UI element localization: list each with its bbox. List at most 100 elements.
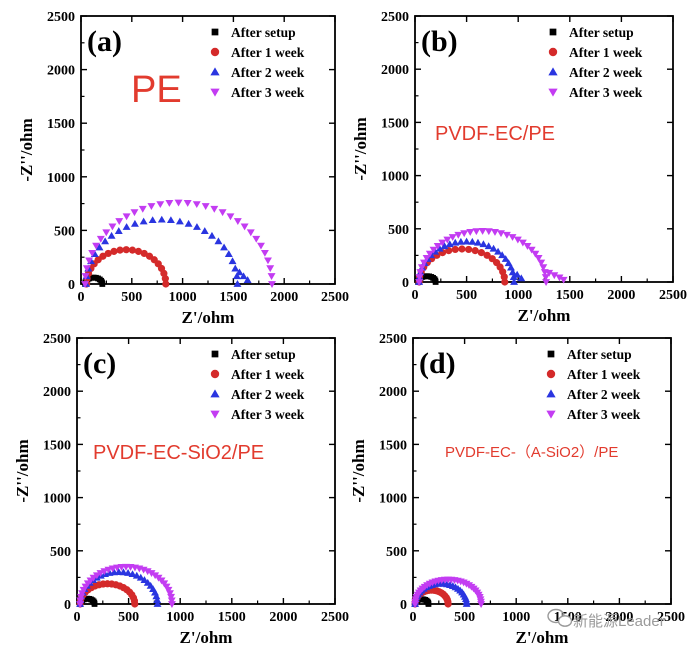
legend-marker	[210, 369, 220, 379]
data-point	[484, 228, 493, 236]
x-tick-label: 500	[121, 290, 142, 305]
x-tick-label: 2000	[605, 610, 633, 625]
data-point	[513, 270, 522, 278]
data-point	[224, 250, 233, 257]
data-point	[114, 227, 123, 234]
data-point	[82, 265, 91, 273]
y-tick-label: 500	[54, 224, 75, 239]
legend-label: After 2 week	[567, 387, 641, 402]
x-tick-label: 2000	[270, 290, 298, 305]
data-point	[116, 246, 124, 254]
y-tick-label: 500	[388, 223, 409, 238]
watermark-text: 新能源Leader	[573, 613, 665, 630]
legend-marker	[546, 410, 556, 419]
data-point	[252, 235, 261, 243]
legend-marker	[549, 28, 557, 36]
legend-marker	[210, 47, 220, 57]
data-point	[96, 235, 105, 243]
data-point	[128, 570, 137, 578]
data-point	[192, 201, 201, 209]
data-point	[527, 246, 536, 254]
data-point	[494, 247, 503, 255]
data-point	[484, 242, 493, 250]
x-tick-label: 2000	[607, 288, 635, 303]
data-point	[96, 570, 105, 577]
data-point	[425, 250, 434, 258]
data-point	[147, 570, 156, 577]
panel-label: (d)	[419, 347, 456, 380]
data-point	[268, 281, 276, 288]
data-point	[474, 238, 482, 246]
data-point	[132, 571, 141, 579]
panel-label: (c)	[83, 347, 116, 380]
data-point	[140, 249, 148, 258]
data-point	[501, 255, 510, 262]
legend-marker	[210, 389, 220, 398]
data-point	[456, 237, 465, 245]
y-axis-title: -Z''/ohm	[17, 118, 36, 181]
data-point	[468, 237, 477, 245]
legend-label: After 3 week	[231, 85, 305, 100]
panel-b: 00 500 500 1000 1000 1500 1500 2000 2000 2500 2500…	[351, 10, 687, 325]
data-point	[491, 229, 499, 236]
data-point	[218, 209, 227, 217]
data-point	[448, 234, 457, 241]
y-axis-title: -Z''/ohm	[349, 439, 368, 502]
data-point	[152, 592, 161, 600]
y-tick-label: 1500	[43, 438, 71, 453]
data-point	[122, 223, 131, 230]
x-tick-label: 500	[118, 610, 139, 625]
data-point	[246, 229, 255, 237]
data-point	[518, 239, 527, 247]
x-tick-label: 1500	[219, 290, 247, 305]
x-tick-label: 2000	[269, 610, 297, 625]
data-point	[174, 199, 183, 207]
data-point	[260, 249, 269, 257]
data-point	[435, 244, 444, 252]
x-tick-label: 500	[456, 288, 477, 303]
data-point	[431, 247, 440, 255]
data-point	[210, 205, 219, 213]
data-point	[232, 272, 241, 280]
legend-marker	[548, 88, 558, 97]
data-point	[131, 600, 139, 608]
data-point	[458, 245, 466, 253]
data-point	[559, 276, 568, 284]
data-point	[433, 243, 442, 250]
x-tick-label: 1000	[166, 610, 194, 625]
x-tick-label: 1000	[502, 610, 530, 625]
data-point	[460, 230, 469, 238]
x-axis-title: Z'/ohm	[518, 306, 571, 325]
data-point	[162, 280, 170, 288]
data-point	[235, 268, 244, 276]
legend-label: After setup	[569, 25, 634, 40]
data-point	[228, 257, 237, 265]
data-point	[139, 217, 148, 225]
data-point	[257, 242, 265, 250]
data-point	[416, 269, 425, 276]
data-point	[76, 601, 85, 608]
data-point	[104, 566, 113, 574]
y-tick-label: 2000	[381, 63, 409, 78]
data-point	[239, 272, 248, 280]
data-point	[243, 276, 252, 284]
legend-label: After 3 week	[231, 407, 305, 422]
data-point	[164, 586, 173, 594]
data-point	[107, 231, 116, 239]
data-point	[175, 217, 184, 225]
data-point	[440, 242, 449, 250]
x-axis-title: Z'/ohm	[516, 628, 569, 647]
data-point	[166, 590, 174, 598]
data-point	[501, 278, 509, 286]
x-tick-label: 2500	[321, 290, 349, 305]
data-point	[507, 263, 515, 271]
data-point	[539, 264, 548, 272]
y-tick-label: 2000	[43, 385, 71, 400]
data-point	[419, 259, 428, 267]
y-tick-label: 1500	[47, 117, 75, 132]
data-point	[415, 274, 424, 281]
data-point	[88, 249, 97, 257]
data-point	[517, 274, 526, 282]
panel-a: 00 500 500 1000 1000 1500 1500 2000 2000 2500 2500…	[17, 10, 349, 327]
data-point	[508, 268, 517, 276]
